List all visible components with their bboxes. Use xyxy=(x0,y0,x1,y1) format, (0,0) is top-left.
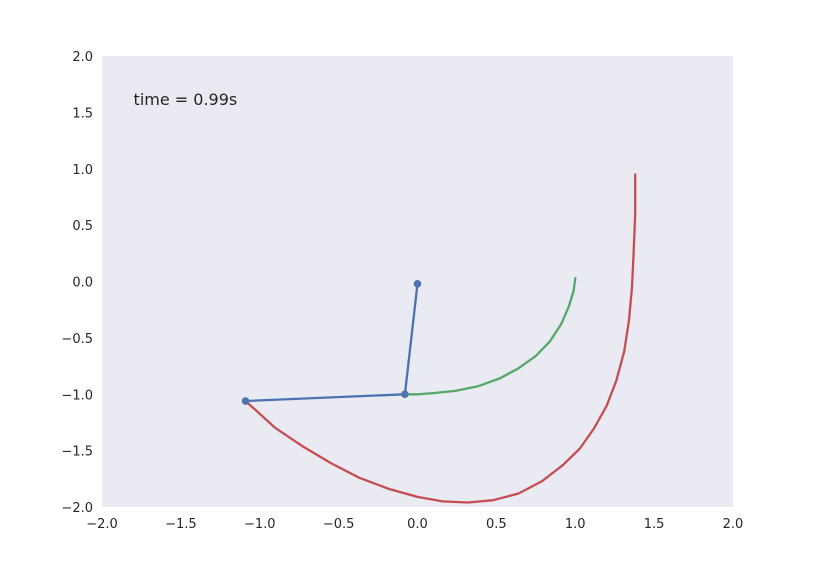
y-tick-label: 1.0 xyxy=(72,163,93,178)
series-layer xyxy=(241,173,637,504)
y-tick-label: −1.0 xyxy=(61,388,93,403)
y-tick-label: 1.5 xyxy=(72,106,93,121)
y-tick-label: −0.5 xyxy=(61,332,93,347)
x-tick-label: 1.0 xyxy=(565,517,586,532)
x-tick-label: −0.5 xyxy=(323,517,355,532)
series-line-3 xyxy=(244,173,637,504)
x-tick-label: 0.5 xyxy=(486,517,507,532)
time-annotation: time = 0.99s xyxy=(134,90,238,109)
x-tick-label: −1.0 xyxy=(244,517,276,532)
y-tick-label: −1.5 xyxy=(61,445,93,460)
pendulum-joint-marker xyxy=(413,279,422,288)
y-tick-label: 0.5 xyxy=(72,219,93,234)
x-tick-label: 1.5 xyxy=(644,517,665,532)
series-line-2 xyxy=(403,276,577,396)
x-tick-labels: −2.0 −1.5 −1.0 −0.5 0.0 0.5 1.0 1.5 2.0 xyxy=(86,517,743,532)
pendulum-joint-marker xyxy=(241,397,250,405)
pendulum-joint-marker xyxy=(401,390,409,399)
y-tick-labels: −2.0 −1.5 −1.0 −0.5 0.0 0.5 1.0 1.5 2.0 xyxy=(61,50,93,516)
y-tick-label: 0.0 xyxy=(72,276,93,291)
x-tick-label: −2.0 xyxy=(86,517,118,532)
x-tick-label: 0.0 xyxy=(407,517,428,532)
x-tick-label: −1.5 xyxy=(165,517,197,532)
x-tick-label: 2.0 xyxy=(723,517,744,532)
y-tick-label: −2.0 xyxy=(61,501,93,516)
y-tick-label: 2.0 xyxy=(72,50,93,65)
